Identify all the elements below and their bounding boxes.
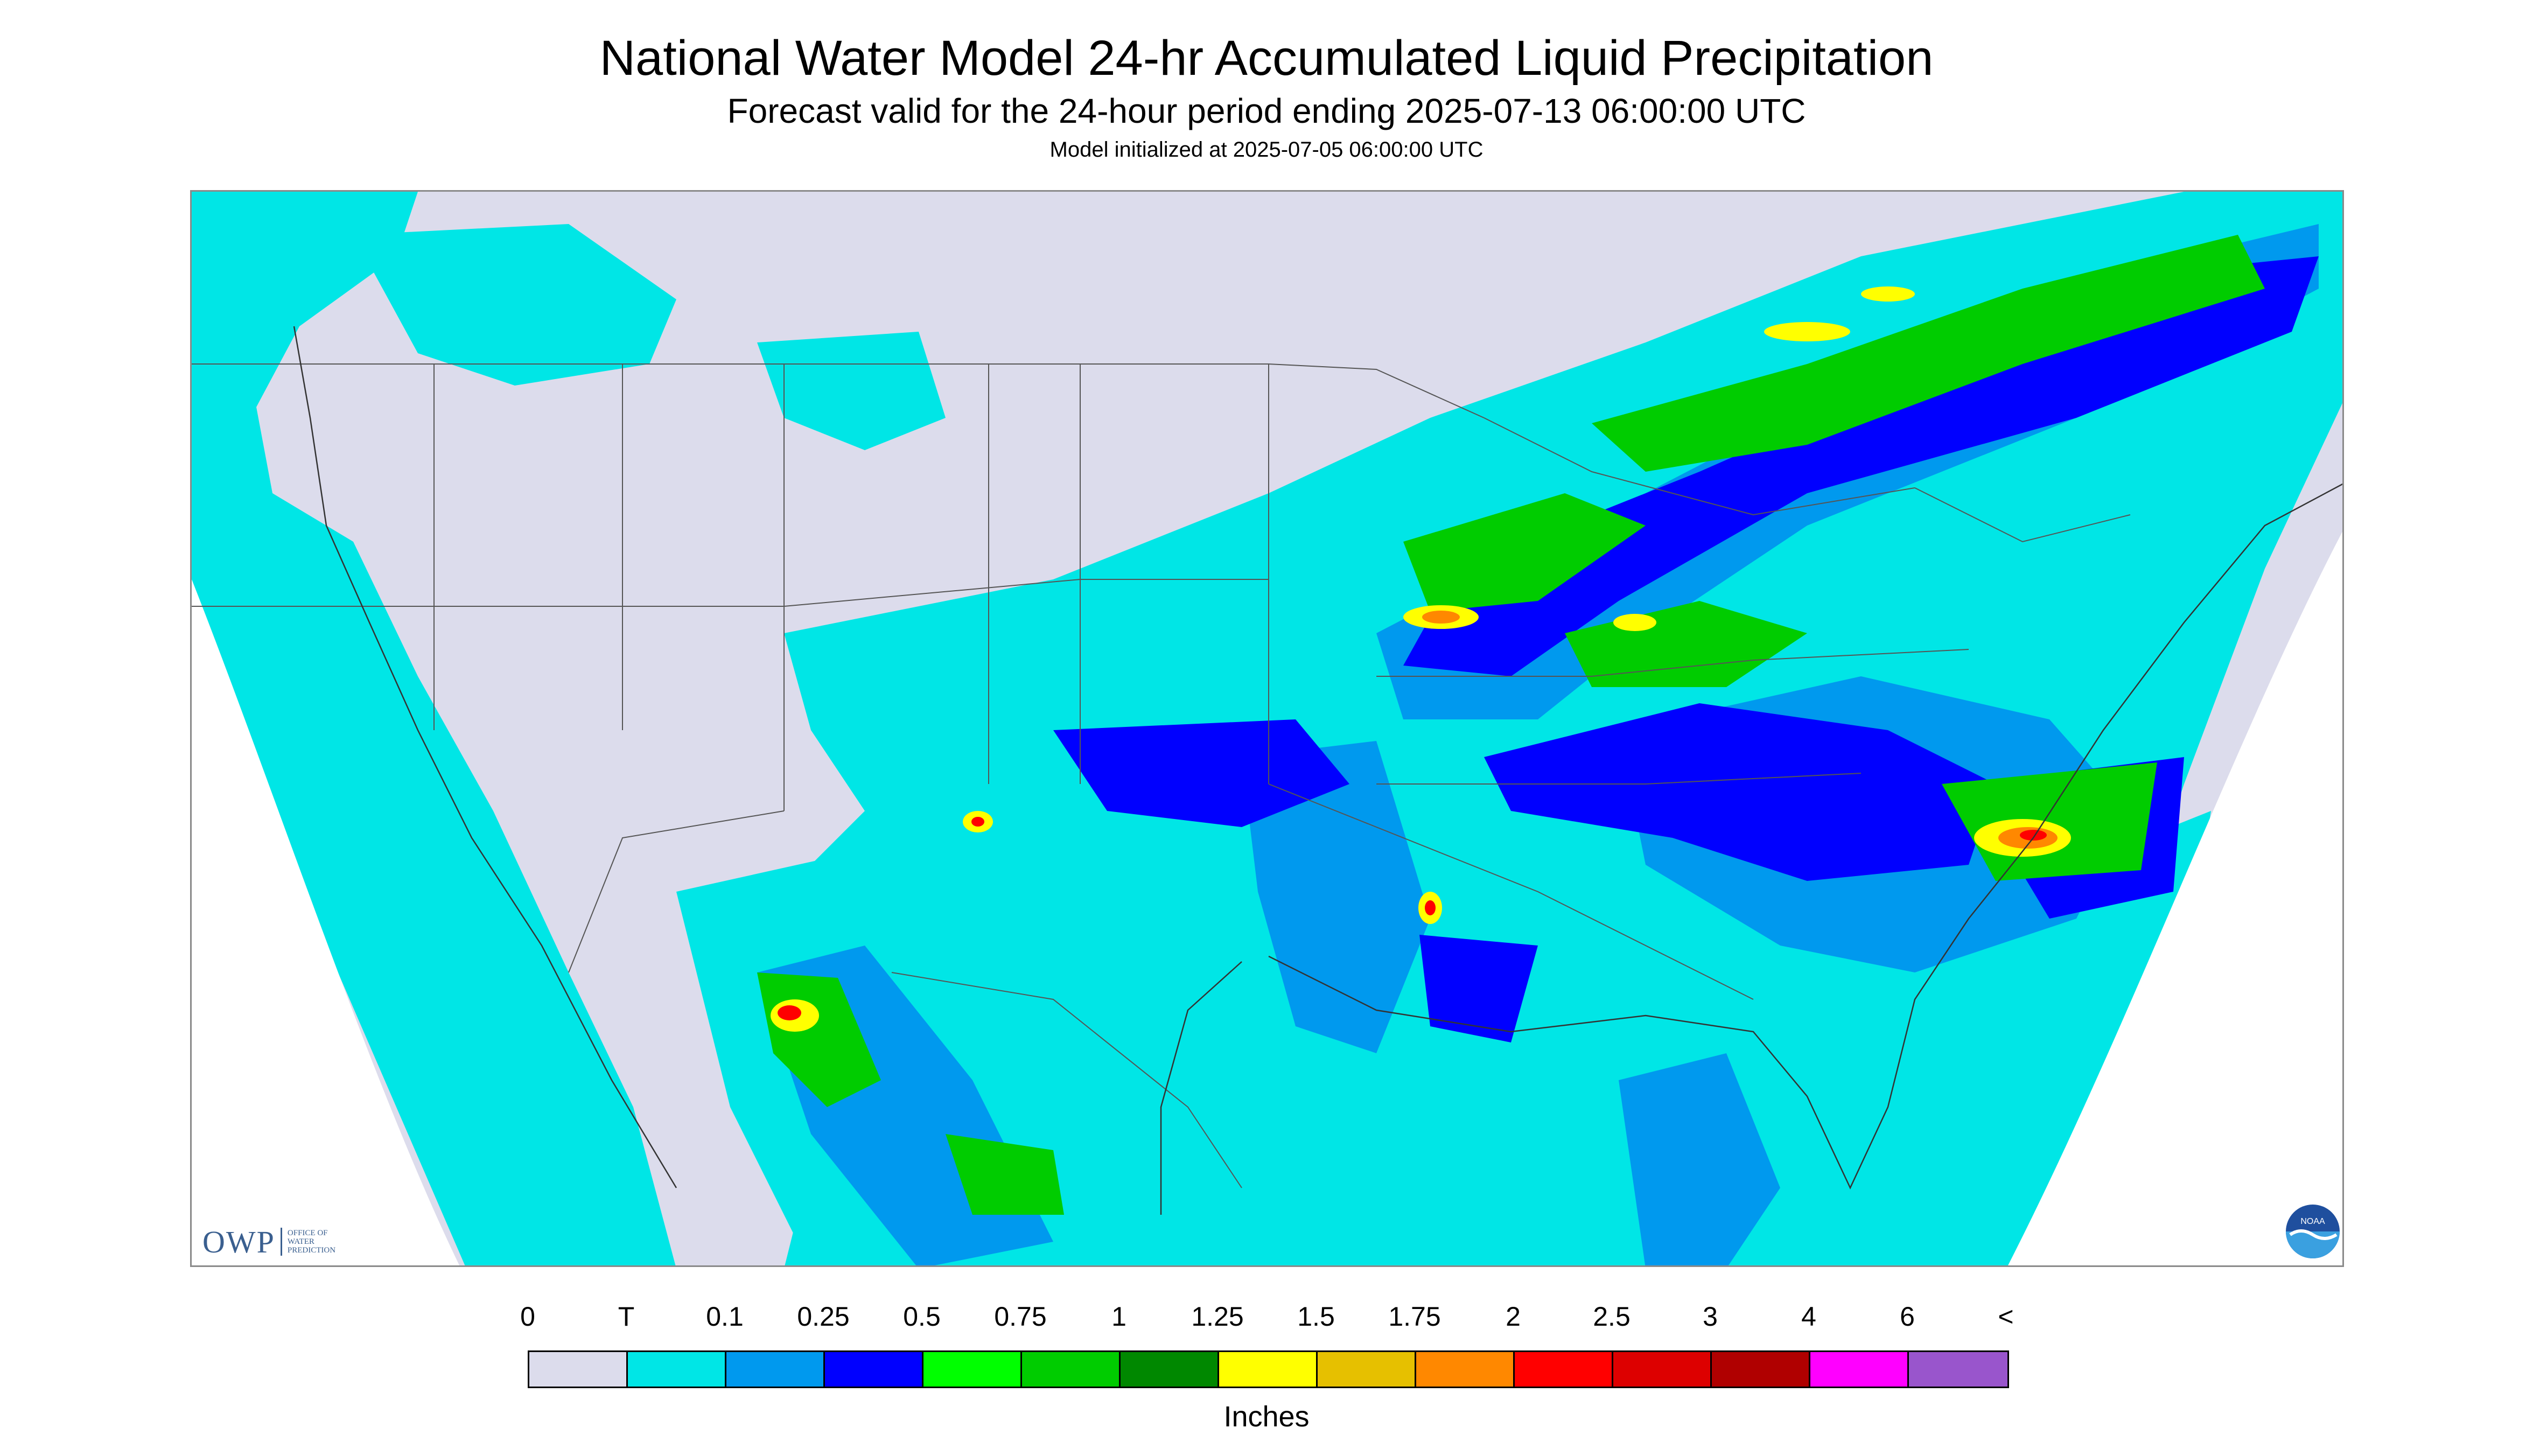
heavy-precip-areas <box>757 235 2265 1215</box>
legend-swatch <box>825 1352 923 1387</box>
legend-tick-label: 0.75 <box>994 1301 1047 1332</box>
legend-tick-label: 2.5 <box>1593 1301 1631 1332</box>
legend-unit-label: Inches <box>1223 1401 1310 1433</box>
legend-swatch <box>923 1352 1022 1387</box>
owp-logo: OWP Office of Water Prediction <box>202 1223 335 1261</box>
precipitation-map-canvas <box>192 192 2342 1265</box>
legend-tick-labels: 0 T 0.1 0.25 0.5 0.75 1 1.25 1.5 1.75 2 2.5 3 4 6 < <box>520 1301 2014 1335</box>
legend-swatch <box>1909 1352 2007 1387</box>
legend-tick-label: 0.5 <box>903 1301 941 1332</box>
model-init-caption: Model initialized at 2025-07-05 06:00:00… <box>1049 138 1484 162</box>
outside-domain <box>192 531 2342 1265</box>
legend-swatch <box>726 1352 825 1387</box>
legend-swatch <box>1712 1352 1810 1387</box>
forecast-valid-subtitle: Forecast valid for the 24-hour period en… <box>727 92 1806 130</box>
legend-swatch <box>1515 1352 1613 1387</box>
legend-tick-label: < <box>1998 1301 2014 1332</box>
legend-swatch <box>1022 1352 1121 1387</box>
legend-tick-label: 1.75 <box>1388 1301 1441 1332</box>
map-title: National Water Model 24-hr Accumulated L… <box>599 31 1934 86</box>
precipitation-map: OWP Office of Water Prediction NOAA <box>190 190 2344 1267</box>
legend-tick-label: 4 <box>1801 1301 1816 1332</box>
legend-swatch <box>1121 1352 1219 1387</box>
owp-logo-text: OWP <box>202 1224 275 1259</box>
legend-tick-label: 1 <box>1111 1301 1126 1332</box>
legend-swatch <box>1219 1352 1318 1387</box>
legend-swatch <box>1613 1352 1712 1387</box>
coastlines <box>293 326 2342 1215</box>
legend-tick-label: 1.5 <box>1297 1301 1335 1332</box>
legend-swatch <box>628 1352 726 1387</box>
legend-swatch <box>529 1352 628 1387</box>
legend-swatch <box>1416 1352 1515 1387</box>
very-heavy-precip-spots <box>771 286 2071 1032</box>
noaa-logo: NOAA <box>2286 1205 2340 1258</box>
legend-tick-label: 0.1 <box>706 1301 744 1332</box>
legend-tick-label: 2 <box>1506 1301 1521 1332</box>
legend-tick-label: 0 <box>520 1301 535 1332</box>
legend-tick-label: 6 <box>1900 1301 1915 1332</box>
legend-tick-label: 3 <box>1703 1301 1718 1332</box>
owp-logo-subtext: Office of Water Prediction <box>287 1229 336 1255</box>
legend-tick-label: 0.25 <box>797 1301 850 1332</box>
legend-colorbar <box>528 1350 2009 1388</box>
noaa-logo-text: NOAA <box>2300 1217 2325 1226</box>
owp-logo-divider <box>280 1228 282 1256</box>
legend-swatch <box>1318 1352 1416 1387</box>
precipitation-legend: 0 T 0.1 0.25 0.5 0.75 1 1.25 1.5 1.75 2 2.5 3 4 6 < <box>520 1301 2014 1388</box>
legend-swatch <box>1810 1352 1909 1387</box>
legend-tick-label: T <box>618 1301 635 1332</box>
political-boundaries <box>192 363 2131 1188</box>
legend-tick-label: 1.25 <box>1191 1301 1244 1332</box>
